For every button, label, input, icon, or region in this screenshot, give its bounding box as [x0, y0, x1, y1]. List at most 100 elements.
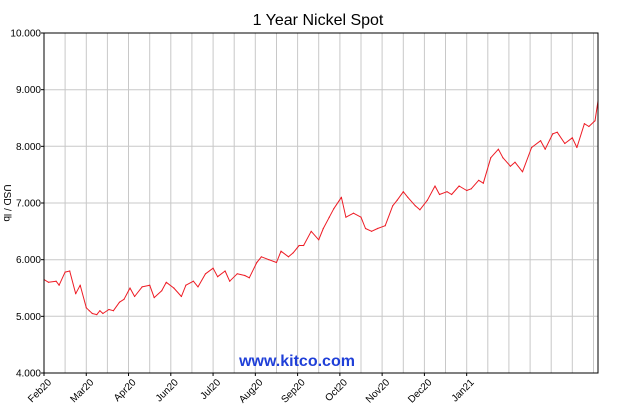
- price-point: [588, 125, 590, 128]
- price-point: [556, 131, 558, 133]
- y-tick-label: 7.000: [16, 199, 41, 210]
- chart-title: 1 Year Nickel Spot: [253, 12, 384, 29]
- price-point: [583, 123, 586, 125]
- price-point: [118, 301, 121, 303]
- price-point: [161, 290, 163, 292]
- price-point: [531, 146, 533, 149]
- x-tick-label: Aug20: [237, 377, 266, 406]
- price-point: [91, 312, 93, 315]
- price-point: [482, 182, 484, 184]
- price-point: [85, 307, 87, 309]
- price-point: [509, 165, 511, 167]
- price-point: [129, 287, 131, 289]
- price-point: [490, 157, 492, 159]
- x-axis: Feb20 Mar20 Apr20 Jun20 Jul20 Aug20 Sep20 Oct20…: [26, 373, 477, 406]
- price-point: [345, 216, 347, 218]
- price-point: [58, 284, 60, 286]
- price-point: [310, 230, 312, 232]
- price-point: [377, 227, 379, 230]
- price-point: [576, 146, 578, 149]
- y-axis-title: USD / lb: [1, 184, 12, 222]
- price-point: [134, 295, 136, 298]
- price-point: [108, 308, 110, 311]
- price-point: [360, 216, 362, 218]
- x-tick-label: Mar20: [69, 377, 97, 405]
- price-series-line: [43, 100, 599, 316]
- price-point: [185, 284, 187, 286]
- price-point: [521, 171, 524, 173]
- price-point: [414, 205, 416, 207]
- price-point: [165, 281, 167, 283]
- price-point: [217, 276, 219, 278]
- price-point: [149, 284, 151, 286]
- plot-area: www.kitco.com: [43, 32, 599, 374]
- x-tick-label: Oct20: [323, 377, 350, 404]
- price-point: [212, 267, 214, 269]
- price-point: [322, 227, 324, 230]
- x-tick-label: Jan21: [450, 377, 477, 404]
- price-point: [564, 142, 566, 145]
- x-tick-label: Sep20: [279, 377, 308, 406]
- price-point: [287, 256, 290, 258]
- price-point: [544, 148, 546, 150]
- price-point: [180, 295, 182, 298]
- y-axis: 4.000 5.000 6.000 7.000 8.000 9.000 10.000: [10, 29, 44, 380]
- price-point: [69, 270, 71, 272]
- price-point: [478, 179, 480, 181]
- price-point: [303, 244, 305, 247]
- price-point: [402, 191, 404, 193]
- price-point: [224, 270, 226, 272]
- price-point: [112, 310, 114, 312]
- price-point: [248, 277, 250, 279]
- price-point: [396, 199, 398, 201]
- price-point: [333, 208, 335, 210]
- price-point: [407, 196, 409, 198]
- price-point: [292, 252, 294, 254]
- price-point: [275, 261, 278, 264]
- price-point: [466, 189, 468, 192]
- price-point: [571, 137, 573, 139]
- y-tick-label: 8.000: [16, 142, 41, 153]
- price-point: [280, 250, 282, 252]
- price-point: [371, 230, 373, 232]
- price-point: [438, 193, 441, 196]
- y-tick-label: 10.000: [10, 29, 41, 40]
- x-tick-label: Nov20: [364, 377, 393, 406]
- price-point: [419, 209, 421, 211]
- price-point: [244, 274, 246, 277]
- price-point: [229, 280, 231, 282]
- price-point: [340, 196, 342, 198]
- price-point: [88, 310, 90, 312]
- price-point: [236, 273, 238, 275]
- price-point: [392, 205, 394, 207]
- grid-lines: [43, 32, 598, 374]
- y-tick-label: 6.000: [16, 255, 41, 266]
- price-point: [141, 286, 143, 288]
- watermark: www.kitco.com: [238, 353, 355, 370]
- price-point: [197, 286, 199, 288]
- x-tick-label: Apr20: [112, 377, 139, 404]
- x-tick-label: Dec20: [406, 377, 435, 406]
- price-point: [55, 280, 57, 282]
- price-point: [470, 188, 472, 190]
- price-point: [260, 256, 262, 258]
- x-tick-label: Jun20: [154, 377, 181, 404]
- price-point: [204, 273, 207, 275]
- price-point: [298, 244, 300, 247]
- price-point: [352, 212, 355, 214]
- price-point: [102, 312, 104, 315]
- price-point: [458, 185, 460, 187]
- price-point: [99, 310, 101, 312]
- price-point: [47, 281, 50, 283]
- price-point: [434, 185, 436, 187]
- price-point: [502, 157, 504, 159]
- price-point: [552, 133, 554, 135]
- price-point: [96, 314, 98, 316]
- price-point: [426, 199, 428, 201]
- price-point: [256, 261, 258, 264]
- price-point: [364, 227, 367, 230]
- price-point: [594, 120, 596, 122]
- price-point: [318, 239, 320, 241]
- x-tick-label: Feb20: [26, 377, 54, 405]
- price-point: [384, 225, 386, 227]
